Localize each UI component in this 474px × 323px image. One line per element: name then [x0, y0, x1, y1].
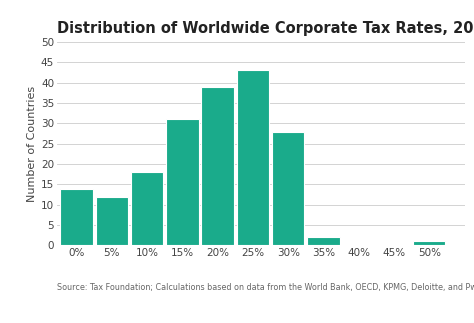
Text: Distribution of Worldwide Corporate Tax Rates, 2016: Distribution of Worldwide Corporate Tax … — [57, 21, 474, 36]
Bar — [272, 131, 304, 245]
Bar — [307, 237, 340, 245]
Bar — [60, 189, 93, 245]
Y-axis label: Number of Countries: Number of Countries — [27, 86, 36, 202]
Text: Source: Tax Foundation; Calculations based on data from the World Bank, OECD, KP: Source: Tax Foundation; Calculations bas… — [57, 283, 474, 292]
Bar — [237, 70, 269, 245]
Text: @TaxFoundation: @TaxFoundation — [379, 304, 465, 313]
Bar — [201, 87, 234, 245]
Bar — [166, 119, 199, 245]
Bar — [131, 172, 164, 245]
Bar — [413, 241, 446, 245]
Bar — [96, 197, 128, 245]
Text: TAX FOUNDATION: TAX FOUNDATION — [9, 304, 113, 313]
